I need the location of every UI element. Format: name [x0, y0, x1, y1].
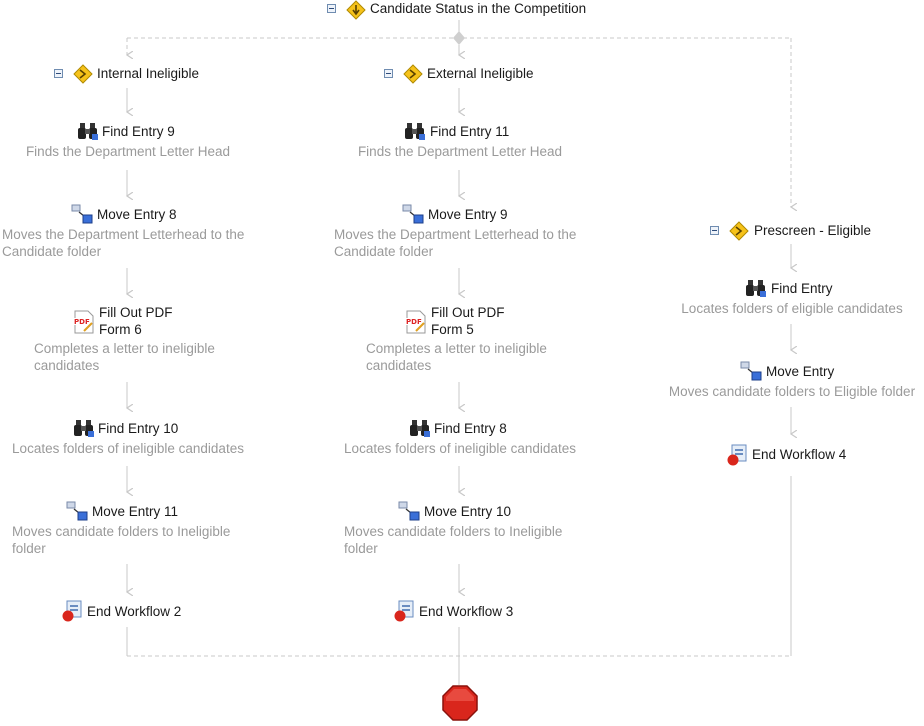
activity-title[interactable]: Fill Out PDF: [431, 305, 505, 320]
binoculars-icon: [74, 420, 94, 437]
activity-description-line: Moves candidate folders to Ineligible: [344, 524, 563, 539]
activity-description: Locates folders of eligible candidates: [681, 301, 903, 316]
activity-title-line2[interactable]: Form 5: [431, 322, 474, 337]
move-entry-icon: [398, 501, 420, 521]
svg-text:PDF: PDF: [406, 318, 422, 326]
condition-icon: [73, 64, 93, 84]
activity-title[interactable]: Move Entry: [766, 364, 835, 379]
activity-title[interactable]: Find Entry 11: [430, 124, 510, 139]
end-workflow-icon: [727, 444, 747, 466]
activity-title-line2[interactable]: Form 6: [99, 322, 142, 337]
move-entry-icon: [66, 501, 88, 521]
activity-title[interactable]: Find Entry 8: [434, 421, 507, 436]
binoculars-icon: [746, 280, 766, 297]
activity-description: Locates folders of ineligible candidates: [344, 441, 576, 456]
binoculars-icon: [405, 123, 425, 140]
binoculars-icon: [78, 123, 98, 140]
end-workflow-icon: [62, 600, 82, 622]
collapse-toggle[interactable]: [710, 226, 719, 235]
activity-title[interactable]: Find Entry: [771, 281, 833, 296]
collapse-toggle[interactable]: [327, 4, 336, 13]
svg-text:PDF: PDF: [74, 318, 90, 326]
activity-description-line: Candidate folder: [2, 244, 102, 259]
activity-title[interactable]: Move Entry 11: [92, 504, 179, 519]
pdf-form-icon: PDF: [73, 310, 94, 334]
activity-title[interactable]: Move Entry 8: [97, 207, 177, 222]
activity-title[interactable]: Find Entry 9: [102, 124, 175, 139]
condition-icon: [403, 64, 423, 84]
activity-title[interactable]: Move Entry 10: [424, 504, 512, 519]
root-condition-label[interactable]: Candidate Status in the Competition: [370, 1, 587, 16]
branch-internal-label[interactable]: Internal Ineligible: [97, 66, 200, 81]
stop-icon[interactable]: [442, 685, 478, 721]
activity-description: Moves candidate folders to Eligible fold…: [668, 384, 916, 399]
activity-title[interactable]: End Workflow 3: [419, 604, 514, 619]
condition-icon: [729, 221, 749, 241]
condition-icon: [346, 0, 366, 20]
move-entry-icon: [740, 361, 762, 381]
activity-title[interactable]: End Workflow 2: [87, 604, 182, 619]
activity-description-line: Candidate folder: [334, 244, 434, 259]
activity-description-line: folder: [344, 541, 378, 556]
pdf-form-icon: PDF: [405, 310, 426, 334]
activity-description-line: Moves candidate folders to Ineligible: [12, 524, 231, 539]
collapse-toggle[interactable]: [54, 69, 63, 78]
activity-title[interactable]: End Workflow 4: [752, 447, 847, 462]
activity-description: Locates folders of ineligible candidates: [12, 441, 244, 456]
collapse-toggle[interactable]: [384, 69, 393, 78]
activity-description-line: Completes a letter to ineligible: [366, 341, 547, 356]
move-entry-icon: [402, 204, 424, 224]
activity-description-line: Moves the Department Letterhead to the: [334, 227, 577, 242]
activity-description: Finds the Department Letter Head: [357, 144, 563, 159]
branch-external-label[interactable]: External Ineligible: [427, 66, 534, 81]
activity-description-line: candidates: [34, 358, 100, 373]
activity-title[interactable]: Find Entry 10: [98, 421, 179, 436]
activity-title[interactable]: Move Entry 9: [428, 207, 508, 222]
branch-eligible-label[interactable]: Prescreen - Eligible: [754, 223, 872, 238]
activity-description-line: folder: [12, 541, 46, 556]
activity-description-line: Moves the Department Letterhead to the: [2, 227, 245, 242]
activity-description: Finds the Department Letter Head: [25, 144, 231, 159]
activity-description-line: Completes a letter to ineligible: [34, 341, 215, 356]
activity-title[interactable]: Fill Out PDF: [99, 305, 173, 320]
end-workflow-icon: [394, 600, 414, 622]
activity-description-line: candidates: [366, 358, 432, 373]
split-diamond: [453, 31, 465, 45]
move-entry-icon: [71, 204, 93, 224]
binoculars-icon: [410, 420, 430, 437]
